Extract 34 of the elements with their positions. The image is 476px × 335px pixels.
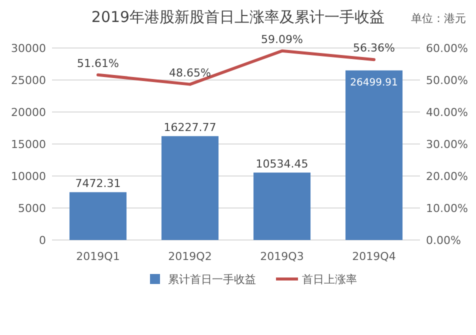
data-label: 26499.91 (350, 77, 398, 88)
data-label: 56.36% (353, 42, 395, 55)
y-tick-label: 15000 (11, 138, 46, 151)
data-label: 48.65% (169, 66, 211, 80)
y2-tick-label: 20.00% (426, 170, 468, 183)
bar (69, 192, 127, 240)
x-tick-label: 2019Q4 (352, 250, 396, 263)
y-tick-label: 30000 (11, 42, 46, 55)
text: 单位：港元 (411, 12, 466, 25)
y2-tick-label: 10.00% (426, 202, 468, 215)
x-tick-label: 2019Q2 (168, 250, 212, 263)
bar (161, 136, 219, 240)
legend-label: 首日上涨率 (302, 273, 357, 286)
y2-tick-label: 60.00% (426, 42, 468, 55)
data-label: 7472.31 (75, 177, 121, 190)
data-label: 10534.45 (256, 158, 308, 171)
y2-tick-label: 0.00% (426, 234, 461, 247)
y-tick-label: 0 (39, 234, 46, 247)
y-tick-label: 20000 (11, 106, 46, 119)
data-label: 59.09% (261, 32, 303, 46)
y-tick-label: 5000 (18, 202, 46, 215)
y-tick-label: 10000 (11, 170, 46, 183)
x-tick-label: 2019Q3 (260, 250, 304, 263)
bar (345, 70, 403, 240)
data-label: 16227.77 (164, 121, 216, 134)
y2-tick-label: 50.00% (426, 74, 468, 87)
y-tick-label: 25000 (11, 74, 46, 87)
y2-tick-label: 30.00% (426, 138, 468, 151)
legend-label: 累计首日一手收益 (168, 273, 256, 286)
x-tick-label: 2019Q1 (76, 250, 120, 263)
y2-tick-label: 40.00% (426, 106, 468, 119)
bar (253, 172, 311, 240)
chart-title: 2019年港股新股首日上涨率及累计一手收益 (91, 8, 385, 26)
data-label: 51.61% (77, 56, 119, 70)
